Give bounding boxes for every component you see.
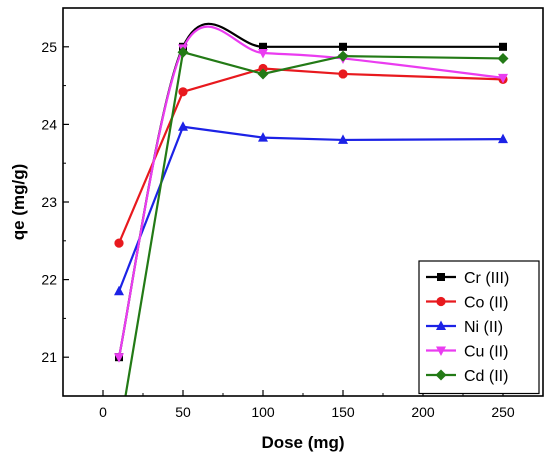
legend-swatch-marker xyxy=(436,320,446,330)
data-point-co-ii xyxy=(338,69,348,79)
data-point-ni-ii xyxy=(498,133,508,144)
legend-label: Cr (III) xyxy=(464,270,509,287)
data-point-ni-ii xyxy=(338,134,348,144)
series-line-cu-ii xyxy=(117,25,504,358)
data-point-co-ii xyxy=(178,87,188,97)
data-point-co-ii xyxy=(114,238,124,248)
data-point-cd-ii xyxy=(257,68,269,80)
legend-swatch-marker xyxy=(437,273,445,281)
legend-entry: Cd (II) xyxy=(426,368,508,385)
y-tick-label: 23 xyxy=(41,194,57,210)
y-tick-label: 22 xyxy=(41,272,57,288)
data-point-ni-ii xyxy=(114,285,124,296)
legend-entry: Cr (III) xyxy=(426,270,509,287)
y-tick-label: 24 xyxy=(41,116,57,132)
y-tick-label: 21 xyxy=(41,349,57,365)
legend-label: Cu (II) xyxy=(464,344,508,361)
data-point-cu-ii xyxy=(498,73,508,84)
legend-label: Cd (II) xyxy=(464,368,508,385)
series-cd-ii xyxy=(114,46,509,440)
legend-entry: Ni (II) xyxy=(426,319,503,336)
legend-label: Co (II) xyxy=(464,295,508,312)
data-point-cu-ii xyxy=(114,353,124,363)
legend-entry: Co (II) xyxy=(426,295,508,312)
x-tick-label: 0 xyxy=(99,404,107,420)
legend-swatch-marker xyxy=(436,296,446,307)
series-co-ii xyxy=(114,63,508,248)
data-point-cr-iii xyxy=(339,42,347,51)
x-axis-label: Dose (mg) xyxy=(261,433,344,452)
data-point-cd-ii xyxy=(177,46,189,58)
legend-swatch-marker xyxy=(435,369,447,381)
legend: Cr (III) Co (II) Ni (II) Cu (II) Cd (II) xyxy=(418,260,540,395)
data-point-ni-ii xyxy=(178,121,188,131)
data-point-ni-ii xyxy=(258,132,268,142)
data-point-cu-ii xyxy=(258,49,268,59)
data-point-cd-ii xyxy=(337,50,349,62)
x-tick-label: 200 xyxy=(411,404,435,420)
legend-label: Ni (II) xyxy=(464,319,503,336)
legend-swatch-marker xyxy=(436,346,446,356)
y-tick-label: 25 xyxy=(41,39,57,55)
data-point-cd-ii xyxy=(497,52,509,64)
data-point-cd-ii xyxy=(114,429,125,440)
x-tick-label: 150 xyxy=(331,404,355,420)
y-axis-label: qe (mg/g) xyxy=(9,164,28,241)
x-tick-label: 250 xyxy=(491,404,515,420)
x-tick-label: 50 xyxy=(175,404,191,420)
x-tick-label: 100 xyxy=(251,404,275,420)
legend-entry: Cu (II) xyxy=(426,344,508,361)
data-point-cr-iii xyxy=(499,42,507,51)
data-point-cr-iii xyxy=(259,42,267,51)
